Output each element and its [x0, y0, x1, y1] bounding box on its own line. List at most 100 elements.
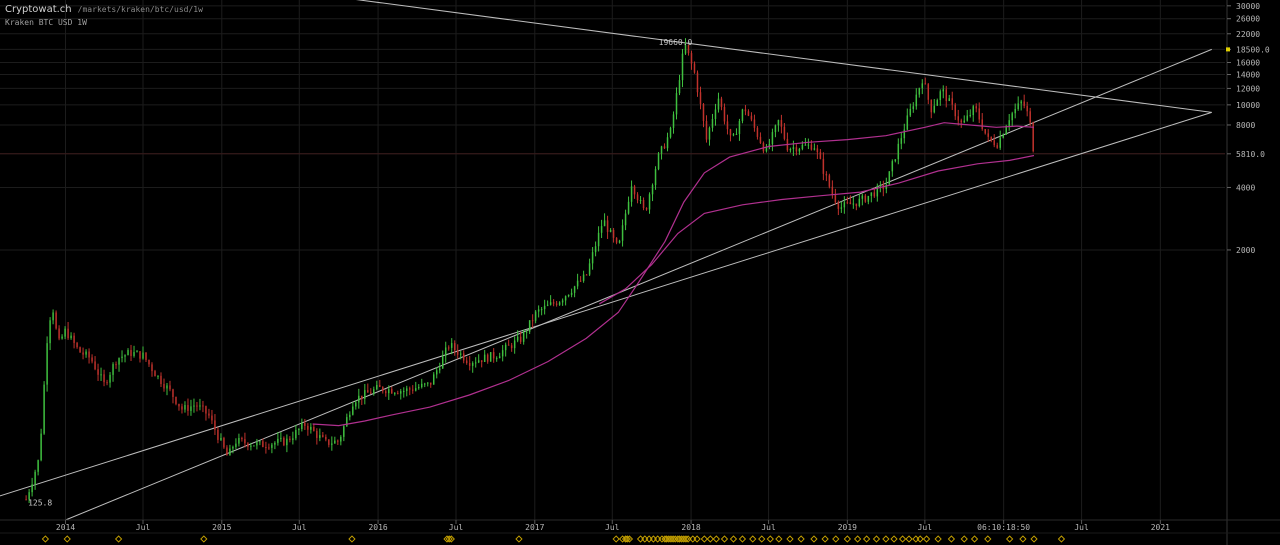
event-marker-icon	[821, 535, 829, 543]
candle-body	[639, 199, 642, 201]
candle-body	[756, 127, 759, 137]
candle-body	[295, 429, 297, 439]
candle-body	[202, 405, 204, 407]
candle-body	[777, 120, 780, 126]
candle-body	[780, 120, 783, 127]
candle-body	[82, 352, 84, 355]
candle-body	[552, 302, 555, 304]
candle-body	[373, 389, 375, 394]
candle-body	[597, 232, 600, 247]
candle-body	[480, 360, 483, 362]
event-marker-icon	[758, 535, 766, 543]
candle-body	[594, 246, 597, 253]
candle-body	[136, 351, 138, 353]
candle-body	[531, 320, 534, 322]
candle-body	[429, 382, 432, 385]
candle-body	[355, 402, 357, 407]
candle-body	[999, 137, 1001, 148]
candle-body	[465, 360, 468, 364]
candle-body	[289, 438, 291, 440]
market-path[interactable]: /markets/kraken/btc/usd/1w	[77, 5, 203, 14]
candle-body	[115, 364, 117, 366]
candle-body	[40, 433, 42, 461]
event-marker-icon	[882, 535, 890, 543]
candle-body	[477, 360, 480, 363]
candle-body	[211, 415, 213, 421]
time-tick-label: Jul	[136, 523, 151, 532]
event-marker-icon	[922, 535, 931, 543]
event-marker-icon	[515, 535, 523, 543]
candle-body	[828, 175, 831, 187]
candle-body	[52, 312, 54, 321]
candle-body	[88, 351, 90, 358]
candle-body	[540, 309, 543, 311]
candle-body	[747, 111, 750, 116]
candle-body	[58, 328, 60, 339]
event-marker-icon	[649, 535, 658, 543]
candle-body	[313, 426, 315, 431]
candle-body	[903, 129, 906, 139]
candle-body	[768, 144, 771, 148]
candle-body	[238, 437, 240, 444]
candle-body	[124, 355, 126, 357]
candle-body	[513, 340, 516, 349]
candle-body	[618, 240, 621, 243]
candle-body	[951, 98, 954, 105]
candle-body	[870, 192, 873, 196]
candle-body	[996, 145, 998, 148]
candle-body	[702, 103, 705, 122]
candle-body	[501, 350, 504, 357]
candle-body	[960, 120, 962, 123]
event-marker-icon	[625, 535, 634, 543]
candle-body	[400, 391, 402, 394]
candle-body	[534, 311, 537, 321]
time-axis[interactable]: 2014 Jul 2015 Jul 2016 Jul 2017 Jul 2018 Jul 2019 J…	[0, 519, 1280, 534]
candle-body	[792, 147, 795, 150]
trendline	[0, 111, 1212, 497]
candle-body	[435, 370, 438, 375]
candle-body	[331, 443, 333, 445]
event-marker-icon	[970, 535, 979, 543]
candle-body	[286, 438, 288, 446]
candle-body	[693, 63, 696, 73]
candle-body	[993, 140, 995, 146]
candle-body	[918, 88, 921, 95]
candle-body	[61, 336, 63, 339]
candle-body	[975, 106, 977, 109]
time-tick-label: 2018	[681, 523, 700, 532]
event-marker-icon	[916, 535, 924, 543]
candle-body	[930, 99, 933, 113]
candle-body	[615, 237, 618, 243]
candle-body	[349, 414, 351, 418]
event-marker-icon	[684, 535, 692, 543]
candle-body	[1011, 113, 1013, 121]
candle-body	[801, 144, 804, 149]
candle-body	[292, 438, 294, 440]
candle-body	[624, 213, 627, 226]
candle-body	[76, 342, 78, 348]
candle-body	[489, 352, 492, 362]
candle-body	[774, 125, 777, 133]
candle-body	[85, 351, 87, 355]
candle-body	[621, 225, 624, 241]
candle-body	[588, 263, 591, 275]
price-tick-label: 2000	[1236, 246, 1255, 255]
candle-body	[403, 390, 405, 392]
candle-body	[241, 437, 243, 440]
candle-body	[855, 203, 858, 207]
candle-body	[34, 471, 36, 485]
candle-body	[972, 106, 974, 116]
candle-body	[310, 426, 312, 430]
event-marker-icon	[984, 535, 992, 543]
candle-body	[109, 374, 111, 383]
candle-body	[304, 422, 306, 426]
candle-body	[654, 169, 657, 186]
site-name[interactable]: Cryptowat.ch	[5, 4, 72, 15]
candle-body	[205, 406, 207, 414]
price-axis[interactable]: 30000 26000 22000 18500.0 16000 14000 12000 100…	[1226, 0, 1270, 545]
candle-body	[229, 448, 231, 456]
event-markers[interactable]	[41, 535, 1066, 543]
event-marker-icon	[665, 535, 673, 543]
candle-body	[127, 350, 129, 356]
